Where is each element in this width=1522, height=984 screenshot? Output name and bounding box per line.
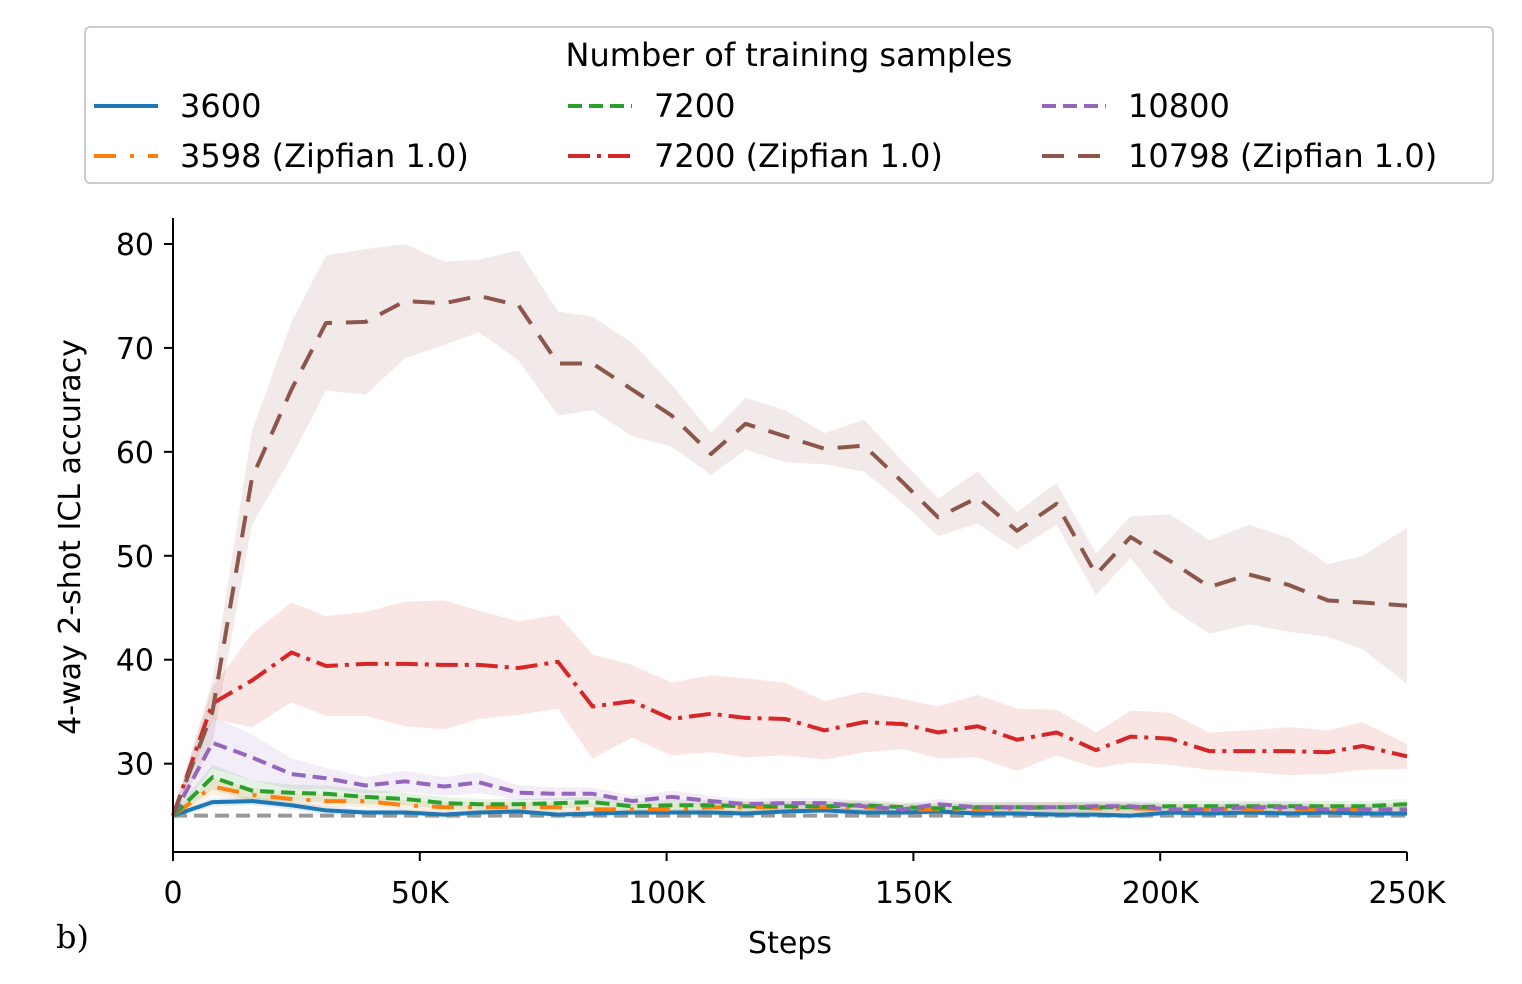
legend-label: 10800 (1128, 87, 1230, 125)
legend-label: 3598 (Zipfian 1.0) (180, 137, 469, 175)
x-tick-label: 0 (163, 876, 182, 911)
x-tick-label: 50K (391, 876, 450, 911)
legend-swatch (1042, 154, 1106, 158)
series-line (171, 775, 1408, 818)
series-line (171, 650, 1408, 817)
legend-item: 7200 (Zipfian 1.0) (568, 134, 943, 178)
y-ticks: 30 40 50 60 70 80 (116, 228, 173, 783)
legend-swatch (94, 154, 158, 158)
x-tick-label: 200K (1122, 876, 1200, 911)
y-axis-label: 4-way 2-shot ICL accuracy (53, 339, 88, 735)
series-line (172, 799, 1407, 818)
legend-label: 7200 (654, 87, 736, 125)
series-line (171, 740, 1407, 817)
x-tick-label: 250K (1369, 876, 1447, 911)
y-tick-label: 50 (116, 540, 154, 575)
series-band (173, 600, 1407, 819)
series-line (171, 293, 1408, 817)
axes (172, 218, 1407, 853)
series-lines (171, 293, 1408, 818)
series-band (173, 243, 1407, 819)
legend-swatch (568, 104, 632, 108)
x-axis-label: Steps (748, 926, 832, 961)
panel-label: b) (56, 918, 89, 956)
legend-item: 3600 (94, 84, 261, 128)
confidence-bands (173, 243, 1407, 819)
legend-label: 10798 (Zipfian 1.0) (1128, 137, 1438, 175)
legend: Number of training samples 3600 3598 (Zi… (84, 26, 1494, 184)
legend-label: 3600 (180, 87, 262, 125)
legend-swatch (568, 154, 632, 158)
x-tick-label: 100K (628, 876, 706, 911)
y-tick-label: 80 (116, 228, 154, 263)
legend-item: 10800 (1042, 84, 1230, 128)
y-tick-label: 40 (116, 644, 154, 679)
x-ticks: 0 50K 100K 150K 200K 250K (163, 852, 1447, 911)
legend-swatch (94, 104, 158, 108)
legend-label: 7200 (Zipfian 1.0) (654, 137, 943, 175)
x-tick-label: 150K (875, 876, 953, 911)
y-tick-label: 60 (116, 436, 154, 471)
legend-item: 10798 (Zipfian 1.0) (1042, 134, 1437, 178)
y-tick-label: 30 (116, 748, 154, 783)
legend-swatch (1042, 104, 1106, 108)
y-tick-label: 70 (116, 332, 154, 367)
legend-title: Number of training samples (565, 36, 1013, 74)
legend-item: 7200 (568, 84, 735, 128)
legend-item: 3598 (Zipfian 1.0) (94, 134, 469, 178)
